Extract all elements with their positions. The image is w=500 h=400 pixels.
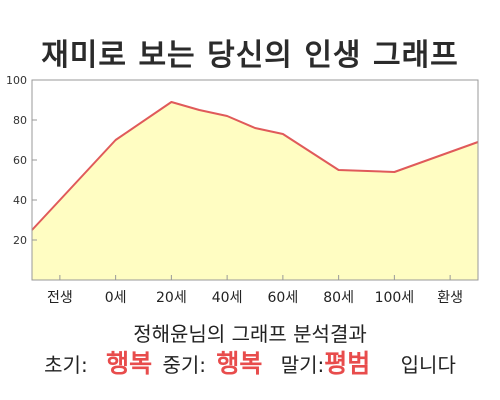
mid-value: 행복 [216, 349, 263, 378]
x-tick-label: 환생 [437, 290, 463, 306]
x-tick-label: 40세 [212, 290, 243, 306]
y-tick-label: 40 [13, 194, 27, 207]
x-tick-label: 80세 [323, 290, 354, 306]
summary-suffix: 입니다 [400, 353, 456, 377]
y-tick-label: 100 [6, 74, 27, 87]
plot-frame [31, 79, 479, 281]
x-tick-label: 60세 [268, 290, 299, 306]
chart-title: 재미로 보는 당신의 인생 그래프 [41, 38, 459, 73]
x-tick-label: 0세 [105, 290, 127, 306]
series-line [31, 101, 479, 231]
late-label: 말기: [280, 353, 325, 377]
early-label: 초기: [44, 353, 88, 377]
early-value: 행복 [106, 349, 153, 378]
analysis-subtitle: 정해윤님의 그래프 분석결과 [133, 322, 367, 346]
mid-label: 중기: [162, 353, 206, 377]
y-tick-label: 20 [13, 234, 27, 247]
late-value: 평범 [324, 349, 371, 378]
x-tick-label: 전생 [47, 290, 73, 306]
y-tick-label: 80 [13, 114, 27, 127]
x-tick-label: 20세 [156, 290, 187, 306]
summary-line: 초기: 행복 중기: 행복 말기:평범 입니다 [0, 344, 500, 380]
y-tick-label: 60 [13, 154, 27, 167]
x-tick-label: 100세 [375, 290, 415, 306]
area-fill [32, 102, 478, 280]
